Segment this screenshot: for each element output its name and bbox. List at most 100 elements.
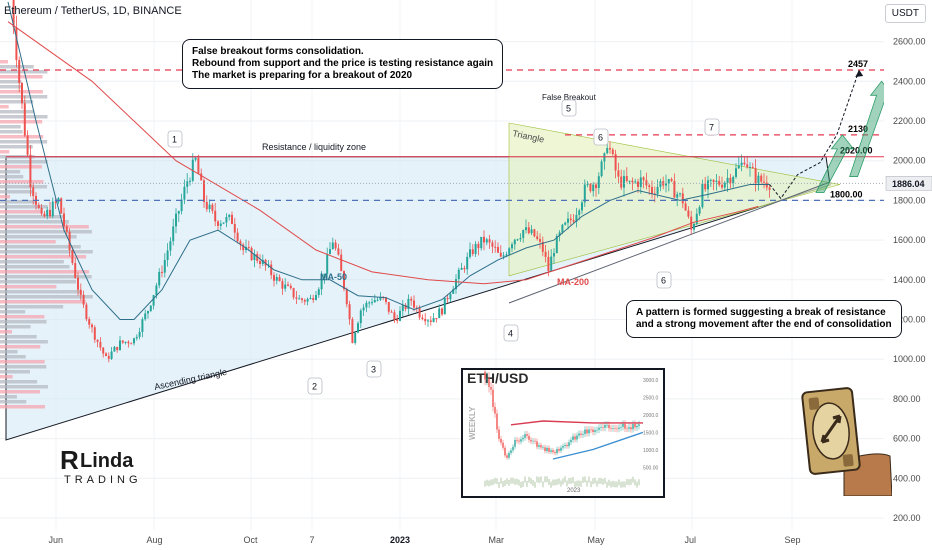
top-annotation-line: False breakout forms consolidation. (192, 46, 364, 57)
bottom-annotation: A pattern is formed suggesting a break o… (626, 300, 902, 338)
volume-profile-bar (0, 225, 89, 229)
inset-candle-body (598, 427, 600, 430)
inset-candle-body (622, 423, 624, 427)
y-tick-label: 2600.00 (893, 37, 926, 47)
candle-body (443, 297, 446, 315)
candle-body (175, 213, 177, 227)
candle-body (211, 204, 214, 211)
inset-candle-body (616, 428, 618, 430)
volume-profile-bar (0, 245, 81, 249)
inset-volume-bar (514, 478, 516, 485)
inset-candle-body (632, 424, 634, 430)
candle-body (505, 254, 508, 256)
inset-volume-bar (612, 480, 614, 487)
point-marker (593, 128, 609, 146)
inset-volume-bar (484, 480, 486, 487)
volume-profile-bar (0, 100, 34, 104)
candle-body (225, 216, 228, 223)
inset-candle-body (534, 440, 536, 442)
candle-body (186, 181, 189, 187)
candle-body (281, 281, 284, 289)
inset-volume-bar (616, 481, 618, 488)
inset-candle-body (600, 427, 602, 428)
candle-body (676, 194, 679, 198)
volume-profile-bar (0, 385, 48, 389)
inset-candle-body (606, 424, 608, 426)
candle-body (435, 318, 438, 320)
volume-profile-bar (0, 280, 77, 284)
candle-body (194, 157, 197, 160)
y-tick-label: 200.00 (893, 513, 921, 523)
candle-body (351, 319, 354, 343)
candle-body (718, 180, 721, 185)
volume-profile-bar (0, 380, 38, 384)
point-label: 6 (661, 276, 666, 286)
candle-body (508, 248, 511, 255)
ma50-line (7, 1, 770, 320)
inset-volume-bar (564, 476, 566, 483)
candle-body (26, 135, 29, 155)
candle-body (82, 294, 85, 305)
inset-volume-bar (506, 478, 508, 485)
inset-volume-bar (588, 476, 590, 483)
candle-body (617, 170, 620, 177)
candle-body (631, 180, 634, 183)
candle-body (452, 289, 455, 294)
inset-candle-body (486, 378, 488, 380)
candle-body (250, 247, 253, 260)
candle-body (438, 308, 441, 319)
inset-candle-body (630, 427, 632, 430)
candle-body (177, 211, 180, 214)
x-axis-background (0, 530, 932, 550)
candle-body (553, 253, 555, 257)
inset-candle-body (584, 429, 586, 435)
inset-candle-body (544, 447, 546, 452)
inset-volume-bar (610, 481, 612, 488)
y-tick-label: 1400.00 (893, 275, 926, 285)
candle-body (709, 179, 712, 181)
candle-body (583, 184, 586, 203)
volume-profile-bar (0, 160, 48, 164)
candle-body (253, 253, 256, 260)
candle-body (684, 203, 687, 211)
candle-body (589, 184, 592, 192)
candle-body (152, 295, 155, 306)
inset-candle-body (560, 447, 562, 451)
candle-body (723, 182, 726, 188)
inset-volume-bar (634, 479, 636, 486)
volume-profile-bar (0, 310, 26, 314)
inset-volume-bar (626, 478, 628, 485)
volume-profile-bar (0, 235, 77, 239)
volume-profile-bar (0, 285, 57, 289)
currency-button[interactable]: USDT (884, 4, 926, 23)
point-label: 4 (508, 329, 513, 339)
candle-body (49, 209, 51, 217)
candle-body (301, 298, 303, 301)
candle-body (659, 181, 662, 187)
inset-volume-bar (536, 476, 538, 483)
candle-body (401, 304, 404, 311)
brand-logo-icon: R Linda TRADING (60, 445, 138, 486)
candle-body (393, 312, 396, 320)
inset-y-tick: 2000.0 (643, 413, 659, 419)
candle-body (499, 252, 502, 257)
inset-volume-bar (592, 478, 594, 485)
volume-profile-bar (0, 365, 47, 369)
inset-volume-bar (538, 477, 540, 484)
level-label: 1800.00 (830, 189, 863, 199)
inset-volume-bar (546, 476, 548, 483)
candle-body (396, 319, 399, 321)
inset-volume-bar (520, 481, 522, 488)
candle-body (656, 186, 659, 194)
inset-volume-bar (558, 478, 560, 485)
bottom-annotation-line: A pattern is formed suggesting a break o… (636, 307, 886, 318)
x-tick-label: Aug (147, 535, 163, 545)
inset-volume-bar (490, 479, 492, 486)
inset-candle-body (582, 434, 584, 435)
inset-volume-bar (586, 480, 588, 487)
candle-body (43, 213, 46, 217)
candle-body (516, 239, 519, 241)
candle-body (628, 180, 631, 182)
candle-body (217, 221, 219, 226)
volume-profile-bar (0, 80, 22, 84)
